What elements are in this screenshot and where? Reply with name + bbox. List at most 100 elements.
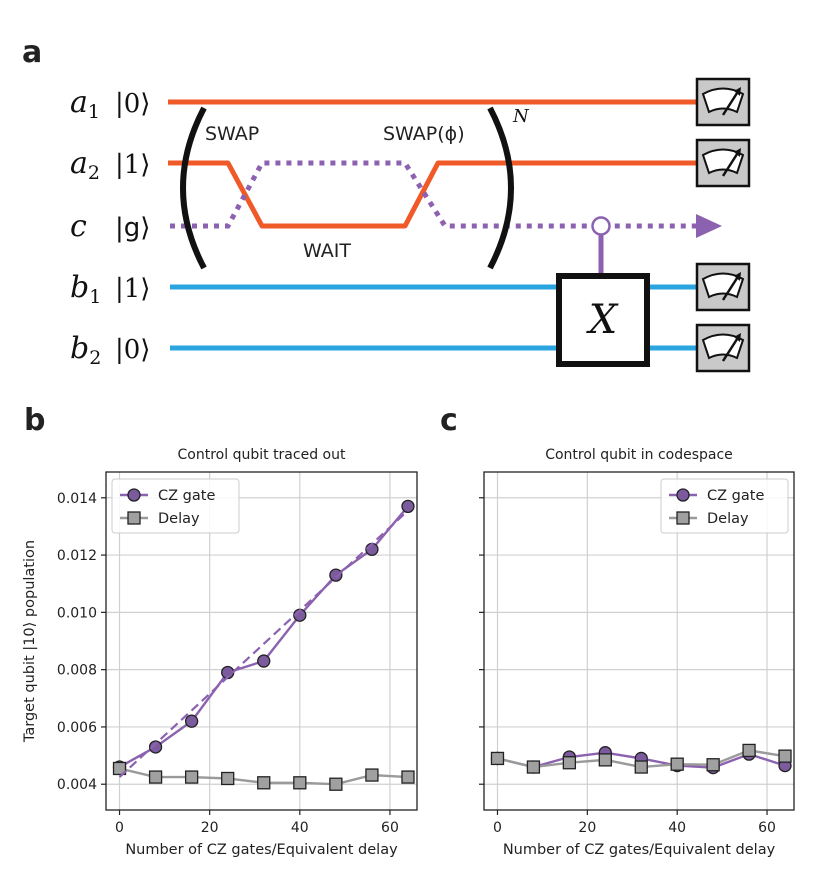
chart-b: 0 20 40 60 0.004 0.006 0.008 0.010 0.012 0.014 Con…	[22, 447, 418, 858]
qubit-ket: |0⟩	[115, 335, 150, 365]
y-tick-label: 0.012	[57, 548, 97, 564]
y-tick-label: 0.014	[57, 491, 97, 507]
legend: CZ gate Delay	[111, 478, 240, 534]
x-axis-label: Number of CZ gates/Equivalent delay	[503, 842, 776, 858]
wire-a2	[168, 160, 700, 229]
repeat-n: N	[512, 106, 530, 127]
qubit-labels: a1 |0⟩ a2 |1⟩ c |g⟩ b1 |1⟩ b2 |0⟩	[70, 85, 150, 369]
legend-label: Delay	[158, 511, 200, 527]
data-point	[148, 770, 163, 784]
data-point	[706, 758, 720, 772]
qubit-label-a1: a1 |0⟩	[70, 85, 150, 123]
y-tick-label: 0.004	[57, 777, 97, 793]
swapphi-label: SWAP(ϕ)	[383, 123, 465, 145]
series-delay	[112, 761, 415, 791]
y-tick-label: 0.006	[57, 720, 97, 736]
qubit-label-b2: b2 |0⟩	[70, 331, 150, 369]
qubit-name: a2	[70, 146, 100, 184]
qubit-ket: |g⟩	[115, 213, 150, 243]
data-point	[365, 768, 379, 782]
x-axis-label: Number of CZ gates/Equivalent delay	[125, 842, 398, 858]
data-point	[742, 743, 756, 758]
legend-box	[111, 478, 240, 534]
qubit-ket: |1⟩	[115, 150, 150, 180]
legend-label: CZ gate	[158, 488, 215, 504]
data-point	[184, 770, 199, 784]
panel-label-a: a	[22, 35, 42, 70]
data-point	[778, 749, 792, 763]
plot-frame	[105, 471, 418, 811]
series-delay	[490, 743, 792, 774]
qubit-label-b1: b1 |1⟩	[70, 270, 150, 308]
data-point	[293, 776, 307, 790]
data-point	[148, 740, 163, 754]
qubit-ket: |1⟩	[115, 274, 150, 304]
data-point	[670, 757, 684, 771]
wire-c-arrow	[696, 214, 722, 238]
qubit-name: b1	[70, 270, 101, 308]
qubit-name: c	[70, 209, 87, 244]
x-tick-label: 60	[758, 820, 776, 836]
qubit-name: b2	[70, 331, 101, 369]
plot-frame	[483, 471, 795, 811]
data-point	[329, 568, 343, 582]
legend-label: Delay	[707, 511, 749, 527]
meter-icon	[695, 262, 751, 312]
data-point	[184, 714, 199, 728]
data-point	[401, 770, 415, 784]
series-line-fit	[118, 509, 409, 778]
wire-c	[170, 160, 700, 229]
swap-label: SWAP	[205, 123, 259, 145]
data-point	[490, 751, 505, 766]
data-point	[257, 654, 271, 668]
legend-marker	[676, 511, 690, 525]
legend-box	[660, 478, 789, 534]
series-line	[118, 505, 409, 769]
chart-c: 0 20 40 60 Control qubit in codespace Number …	[479, 447, 795, 858]
x-gate	[556, 273, 650, 367]
legend-marker	[127, 488, 141, 502]
x-gate-label: X	[586, 297, 619, 343]
y-axis-label: Target qubit |10⟩ population	[22, 540, 38, 743]
meter-icon	[695, 138, 751, 188]
qubit-label-c: c |g⟩	[70, 209, 150, 244]
data-point	[257, 776, 271, 790]
data-point	[401, 499, 415, 514]
left-parenthesis	[180, 106, 207, 270]
qubit-ket: |0⟩	[115, 89, 150, 119]
data-point	[221, 771, 235, 786]
data-point	[562, 756, 577, 770]
data-point	[112, 761, 127, 776]
x-tick-label: 0	[493, 820, 502, 836]
data-point	[598, 753, 612, 767]
x-tick-label: 0	[115, 820, 124, 836]
qubit-name: a1	[70, 85, 100, 123]
panel-label-b: b	[24, 403, 45, 438]
x-tick-label: 40	[291, 820, 309, 836]
legend-marker	[127, 511, 141, 525]
chart-title: Control qubit traced out	[178, 447, 346, 463]
y-tick-label: 0.008	[57, 663, 97, 679]
x-tick-label: 40	[668, 820, 686, 836]
x-tick-label: 20	[578, 820, 596, 836]
qubit-label-a2: a2 |1⟩	[70, 146, 150, 184]
meter-icon	[695, 77, 751, 127]
legend: CZ gate Delay	[660, 478, 789, 534]
data-point	[634, 760, 648, 774]
control-dot	[591, 216, 611, 236]
x-tick-label: 60	[381, 820, 399, 836]
wait-label: WAIT	[303, 240, 351, 262]
legend-marker	[676, 488, 690, 502]
circuit-diagram: a1 |0⟩a2 |1⟩c |g⟩b1 |1⟩b2 |0⟩ N SWAP SWAP(ϕ) …	[70, 77, 751, 373]
series-cz-gate	[112, 499, 415, 774]
y-tick-label: 0.010	[57, 605, 97, 621]
data-point	[329, 777, 343, 791]
data-point	[526, 760, 541, 774]
right-parenthesis	[487, 106, 514, 270]
legend-label: CZ gate	[707, 488, 764, 504]
chart-title: Control qubit in codespace	[545, 447, 733, 463]
panel-label-c: c	[440, 403, 458, 438]
measurement-meters	[695, 77, 751, 373]
x-tick-label: 20	[201, 820, 219, 836]
